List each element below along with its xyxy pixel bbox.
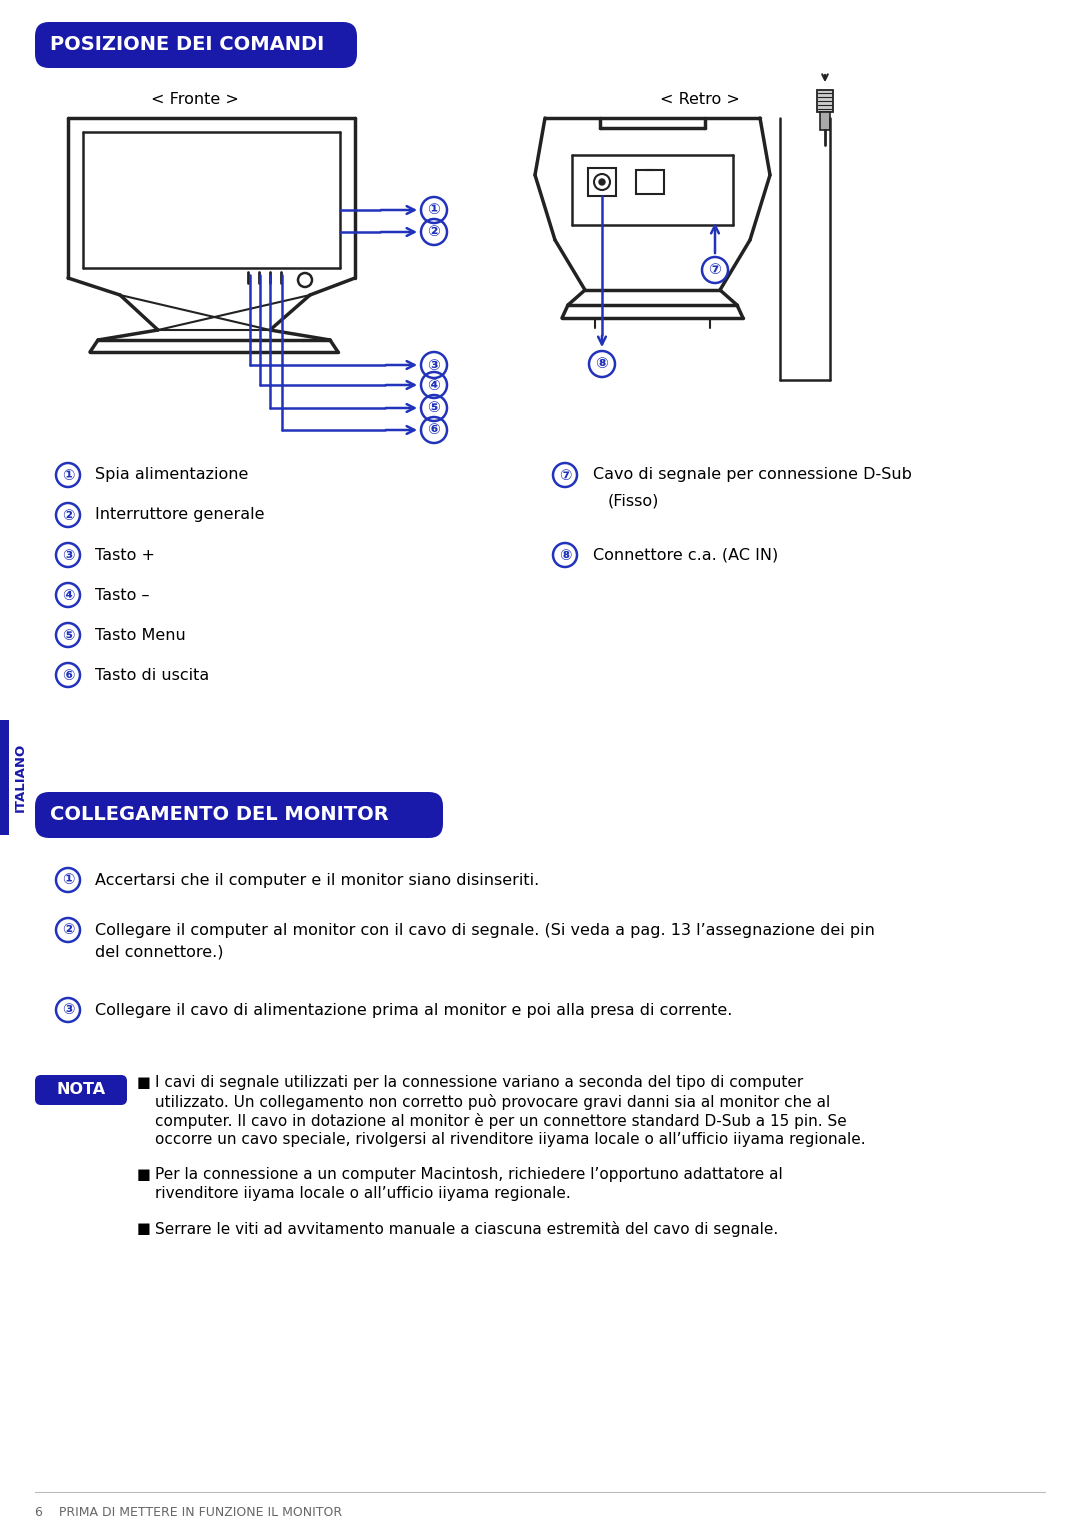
Text: ⑦: ⑦ — [708, 263, 721, 277]
Text: ⑦: ⑦ — [558, 468, 571, 483]
Text: NOTA: NOTA — [56, 1083, 106, 1098]
Text: Spia alimentazione: Spia alimentazione — [95, 468, 248, 483]
Text: ②: ② — [62, 508, 75, 523]
Text: ⑤: ⑤ — [62, 627, 75, 642]
Text: ③: ③ — [428, 358, 441, 373]
Text: ①: ① — [62, 873, 75, 887]
Text: ②: ② — [428, 225, 441, 240]
Bar — [588, 168, 616, 196]
Text: 6    PRIMA DI METTERE IN FUNZIONE IL MONITOR: 6 PRIMA DI METTERE IN FUNZIONE IL MONITO… — [35, 1506, 342, 1518]
Bar — [0, 720, 9, 835]
Text: ⑥: ⑥ — [428, 422, 441, 437]
Text: Tasto di uscita: Tasto di uscita — [95, 668, 210, 682]
Text: Accertarsi che il computer e il monitor siano disinseriti.: Accertarsi che il computer e il monitor … — [95, 873, 539, 887]
Text: ■: ■ — [137, 1167, 151, 1182]
Text: ⑧: ⑧ — [595, 356, 608, 372]
FancyBboxPatch shape — [35, 1075, 127, 1105]
Bar — [820, 112, 831, 130]
Text: del connettore.): del connettore.) — [95, 945, 224, 960]
Text: computer. Il cavo in dotazione al monitor è per un connettore standard D-Sub a 1: computer. Il cavo in dotazione al monito… — [156, 1113, 847, 1128]
Text: Tasto Menu: Tasto Menu — [95, 627, 186, 642]
Bar — [636, 170, 664, 194]
Text: ⑥: ⑥ — [62, 668, 75, 682]
Text: occorre un cavo speciale, rivolgersi al rivenditore iiyama locale o all’ufficio : occorre un cavo speciale, rivolgersi al … — [156, 1131, 866, 1147]
Text: rivenditore iiyama locale o all’ufficio iiyama regionale.: rivenditore iiyama locale o all’ufficio … — [156, 1187, 570, 1200]
Text: utilizzato. Un collegamento non corretto può provocare gravi danni sia al monito: utilizzato. Un collegamento non corretto… — [156, 1095, 831, 1110]
Text: Tasto +: Tasto + — [95, 547, 156, 563]
Text: Tasto –: Tasto – — [95, 587, 149, 602]
Text: ⑤: ⑤ — [428, 401, 441, 416]
Text: ①: ① — [62, 468, 75, 483]
Text: Interruttore generale: Interruttore generale — [95, 508, 265, 523]
Text: Per la connessione a un computer Macintosh, richiedere l’opportuno adattatore al: Per la connessione a un computer Macinto… — [156, 1167, 783, 1182]
Text: COLLEGAMENTO DEL MONITOR: COLLEGAMENTO DEL MONITOR — [50, 806, 389, 824]
Text: Collegare il computer al monitor con il cavo di segnale. (Si veda a pag. 13 l’as: Collegare il computer al monitor con il … — [95, 922, 875, 937]
Bar — [816, 90, 833, 112]
Text: POSIZIONE DEI COMANDI: POSIZIONE DEI COMANDI — [50, 35, 324, 55]
Text: < Retro >: < Retro > — [660, 92, 740, 107]
Text: ■: ■ — [137, 1222, 151, 1235]
Text: ITALIANO: ITALIANO — [13, 743, 27, 812]
Text: I cavi di segnale utilizzati per la connessione variano a seconda del tipo di co: I cavi di segnale utilizzati per la conn… — [156, 1075, 804, 1090]
Text: ⑧: ⑧ — [558, 547, 571, 563]
Text: ②: ② — [62, 922, 75, 937]
Text: ④: ④ — [428, 378, 441, 393]
Text: (Fisso): (Fisso) — [608, 494, 660, 509]
Text: ■: ■ — [137, 1075, 151, 1090]
Text: ④: ④ — [62, 587, 75, 602]
Text: Connettore c.a. (AC IN): Connettore c.a. (AC IN) — [593, 547, 779, 563]
Text: Cavo di segnale per connessione D-Sub: Cavo di segnale per connessione D-Sub — [593, 468, 912, 483]
Text: ③: ③ — [62, 1003, 75, 1017]
Text: Collegare il cavo di alimentazione prima al monitor e poi alla presa di corrente: Collegare il cavo di alimentazione prima… — [95, 1003, 732, 1017]
Text: ①: ① — [428, 202, 441, 217]
Circle shape — [599, 179, 605, 185]
Text: Serrare le viti ad avvitamento manuale a ciascuna estremità del cavo di segnale.: Serrare le viti ad avvitamento manuale a… — [156, 1222, 779, 1237]
Text: < Fronte >: < Fronte > — [151, 92, 239, 107]
FancyBboxPatch shape — [35, 792, 443, 838]
Text: ③: ③ — [62, 547, 75, 563]
FancyBboxPatch shape — [35, 21, 357, 67]
